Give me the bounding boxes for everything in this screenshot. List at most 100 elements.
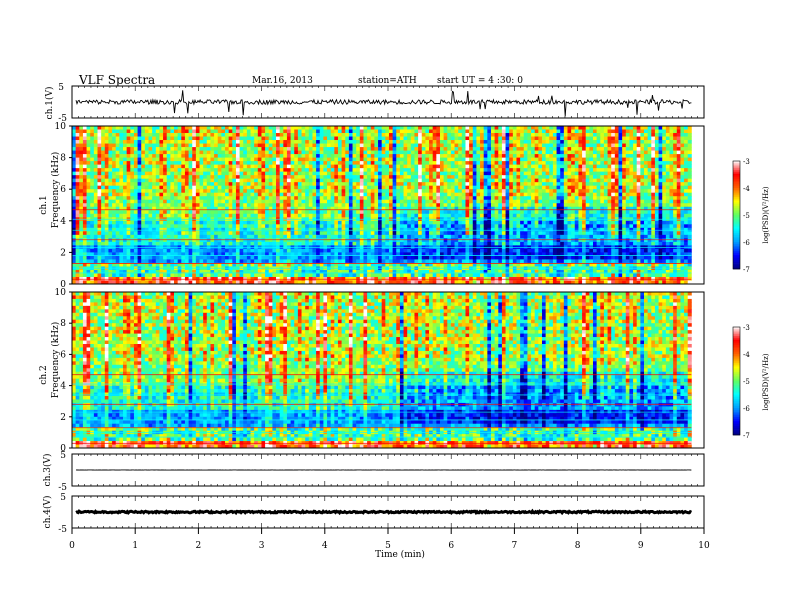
ch1-spectrogram-cell — [633, 140, 638, 144]
ch1-spectrogram-cell — [512, 168, 517, 173]
ch1-spectrogram-cell — [640, 178, 645, 183]
ch1-spectrogram-cell — [112, 185, 117, 190]
ch1-spectrogram-cell — [108, 178, 113, 183]
ch1-spectrogram-cell — [647, 196, 652, 201]
ch1-spectrogram-cell — [188, 168, 193, 173]
ch1-spectrogram-cell — [341, 126, 346, 130]
ch1-spectrogram-cell — [523, 196, 528, 201]
ch1-spectrogram-cell — [465, 220, 470, 225]
ch1-spectrogram-cell — [429, 199, 434, 204]
ch1-spectrogram-cell — [319, 150, 324, 155]
ch1-spectrogram-cell — [443, 140, 448, 144]
ch1-spectrogram-cell — [312, 140, 317, 144]
ch1-spectrogram-cell — [104, 154, 109, 158]
ch1-spectrogram-cell — [294, 154, 299, 158]
ch1-spectrogram-cell — [203, 136, 208, 141]
ch1-spectrogram-cell — [126, 178, 131, 183]
ch1-spectrogram-cell — [181, 168, 186, 173]
ch1-spectrogram-cell — [618, 164, 623, 169]
ch1-spectrogram-cell — [199, 154, 204, 158]
ch1-spectrogram-cell — [585, 178, 590, 183]
ch1-spectrogram-cell — [625, 192, 630, 197]
ch1-spectrogram-cell — [549, 129, 554, 134]
ch1-spectrogram-cell — [545, 175, 550, 180]
ch1-spectrogram-cell — [458, 126, 463, 130]
ch1-spectrogram-cell — [330, 168, 335, 173]
ch1-spectrogram-cell — [403, 129, 408, 134]
ch1-spectrogram-cell — [319, 164, 324, 169]
ch1-spectrogram-cell — [603, 189, 608, 194]
ch1-spectrogram-cell — [392, 189, 397, 194]
ch1-spectrogram-cell — [494, 185, 499, 190]
ch1-spectrogram-cell — [589, 178, 594, 183]
ch1-spectrogram-cell — [432, 220, 437, 225]
ch1-spectrogram-cell — [195, 168, 200, 173]
ch1-spectrogram-cell — [465, 213, 470, 218]
ch1-spectrogram-cell — [490, 203, 496, 208]
ch1-spectrogram-cell — [294, 182, 299, 187]
ch1-spectrogram-cell — [396, 136, 401, 141]
ch1-spectrogram-cell — [148, 157, 153, 162]
ch1-spectrogram-cell — [633, 178, 638, 183]
ch1-spectrogram-cell — [571, 206, 576, 211]
ch1-spectrogram-cell — [206, 164, 211, 169]
ch1-spectrogram-cell — [516, 157, 521, 162]
ch1-spectrogram-cell — [414, 220, 419, 225]
ch1-spectrogram-cell — [214, 220, 219, 225]
ch1-spectrogram-cell — [665, 206, 670, 211]
ch1-spectrogram-cell — [159, 136, 164, 141]
ch1-spectrogram-cell — [104, 133, 109, 137]
ch1-spectrogram-cell — [396, 175, 401, 180]
ch1-spectrogram-cell — [436, 168, 441, 173]
ch1-spectrogram-cell — [669, 206, 674, 211]
ch1-spectrogram-cell — [392, 161, 397, 166]
ch1-spectrogram-cell — [629, 220, 634, 225]
ch1-spectrogram-cell — [611, 175, 616, 180]
ch1-spectrogram-cell — [516, 192, 521, 197]
ch1-spectrogram-cell — [133, 189, 138, 194]
ch1-spectrogram-cell — [305, 157, 310, 162]
ch1-spectrogram-cell — [148, 171, 153, 176]
ch1-spectrogram-cell — [159, 171, 164, 176]
ch1-spectrogram-cell — [337, 199, 342, 204]
ch1-spectrogram-cell — [392, 220, 397, 225]
ch1-spectrogram-cell — [363, 126, 368, 130]
ch1-spectrogram-cell — [141, 157, 146, 162]
ch1-spectrogram-cell — [104, 189, 109, 194]
ch1-spectrogram-cell — [385, 220, 390, 225]
ch1-spectrogram-cell — [327, 182, 332, 187]
ch1-spectrogram-cell — [476, 126, 481, 130]
ch1-spectrogram-cell — [345, 213, 350, 218]
ch1-spectrogram-cell — [294, 126, 299, 130]
ch1-spectrogram-cell — [414, 136, 419, 141]
ch1-spectrogram-cell — [115, 196, 120, 201]
ch1-spectrogram-cell — [152, 140, 157, 144]
ch1-spectrogram-cell — [257, 182, 262, 187]
ch1-spectrogram-cell — [512, 178, 517, 183]
ch1-spectrogram-cell — [520, 182, 525, 187]
ch1-spectrogram-cell — [323, 182, 328, 187]
ch1-spectrogram-cell — [137, 143, 142, 148]
ch1-spectrogram-cell — [239, 168, 244, 173]
ch1-spectrogram-cell — [512, 133, 517, 137]
ch1-spectrogram-cell — [79, 126, 84, 130]
ch1-spectrogram-cell — [115, 199, 120, 204]
ch1-spectrogram-cell — [90, 157, 95, 162]
ch1-spectrogram-cell — [79, 150, 84, 155]
ch1-spectrogram-cell — [625, 189, 630, 194]
ch1-spectrogram-cell — [159, 196, 164, 201]
ch1-spectrogram-cell — [636, 196, 641, 201]
ch1-spectrogram-cell — [461, 126, 466, 130]
ch1-spectrogram-cell — [239, 150, 244, 155]
ch1-spectrogram-cell — [585, 147, 590, 151]
ch1-spectrogram-cell — [334, 210, 339, 215]
ch1-spectrogram-cell — [541, 168, 547, 173]
ch1-spectrogram-cell — [181, 175, 186, 180]
ch1-spectrogram-cell — [436, 206, 441, 211]
ch1-spectrogram-cell — [221, 140, 226, 144]
ch1-spectrogram-cell — [174, 147, 179, 151]
ch1-spectrogram-cell — [436, 203, 441, 208]
ch1-spectrogram-cell — [454, 136, 459, 141]
ch1-spectrogram-cell — [243, 175, 248, 180]
ch1-spectrogram-cell — [192, 171, 197, 176]
